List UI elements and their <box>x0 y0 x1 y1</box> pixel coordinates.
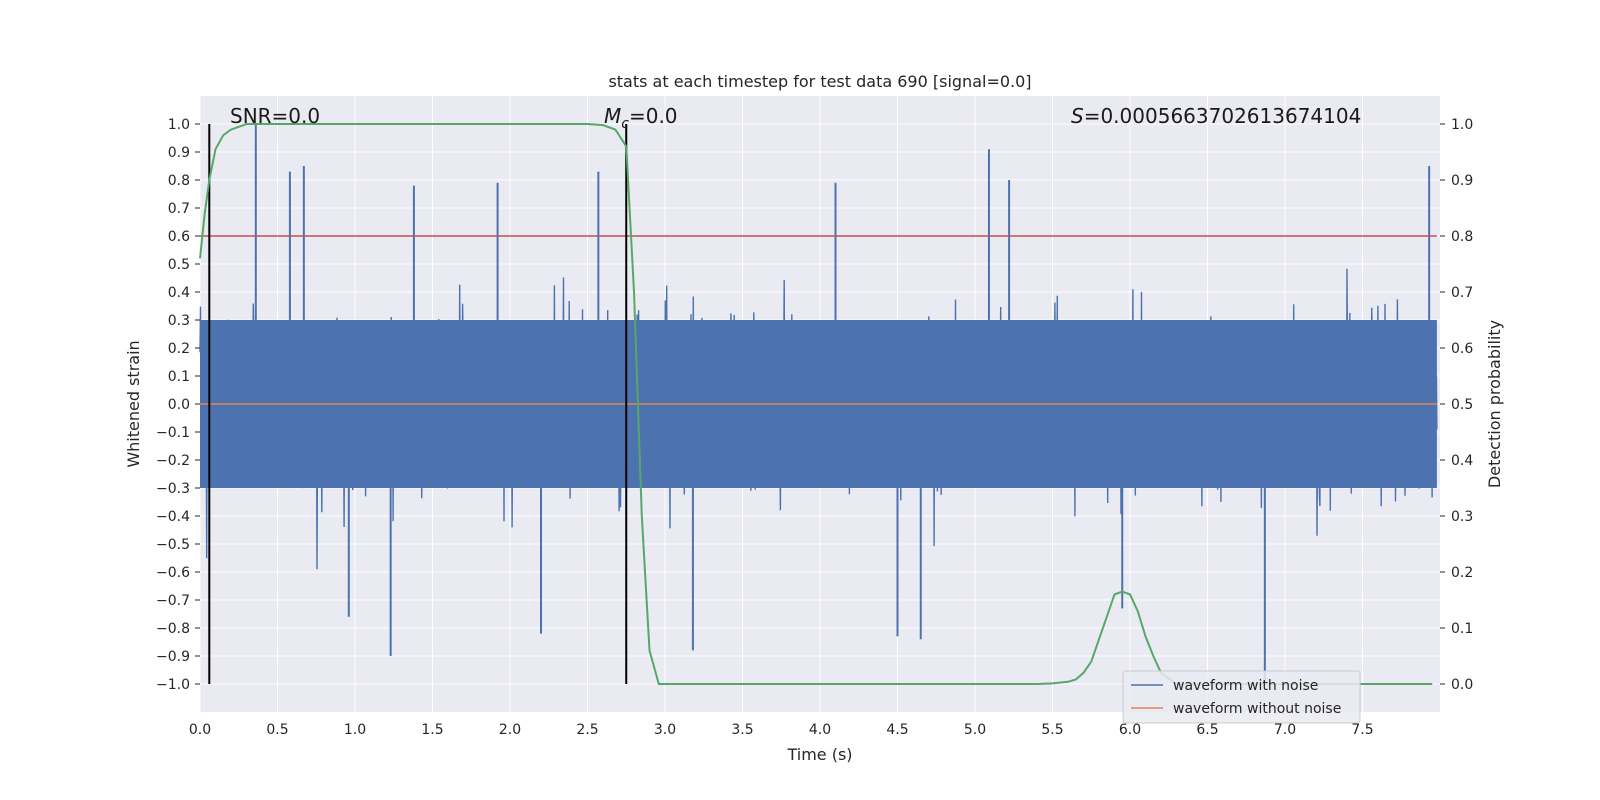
y-tick-label: −1.0 <box>156 677 190 693</box>
y-tick-label: 1.0 <box>168 117 190 133</box>
x-axis-label: Time (s) <box>786 745 852 764</box>
mc-value: =0.0 <box>629 104 678 128</box>
overlays <box>199 123 1437 685</box>
y-right-tick-label: 0.2 <box>1451 565 1473 581</box>
y-tick-label: −0.2 <box>156 453 190 469</box>
x-tick-label: 2.0 <box>499 722 521 738</box>
y-tick-label: 0.3 <box>168 313 190 329</box>
y-tick-label: −0.9 <box>156 649 190 665</box>
x-tick-label: 3.5 <box>731 722 753 738</box>
y-right-tick-label: 0.9 <box>1451 173 1473 189</box>
x-tick-label: 3.0 <box>654 722 676 738</box>
y-tick-label: −0.7 <box>156 593 190 609</box>
snr-annotation: SNR=0.0 <box>230 104 320 128</box>
x-tick-label: 6.0 <box>1119 722 1141 738</box>
y-tick-label: −0.3 <box>156 481 190 497</box>
y-right-tick-label: 0.8 <box>1451 229 1473 245</box>
s-symbol: S <box>1071 104 1084 128</box>
x-tick-label: 7.5 <box>1351 722 1373 738</box>
legend-label-noise: waveform with noise <box>1173 678 1318 694</box>
mc-subscript: c <box>621 116 629 132</box>
x-tick-label: 6.5 <box>1196 722 1218 738</box>
x-tick-label: 7.0 <box>1274 722 1296 738</box>
y-axis-right-label: Detection probability <box>1485 320 1504 488</box>
s-value: =0.0005663702613674104 <box>1084 104 1362 128</box>
x-tick-label: 5.0 <box>964 722 986 738</box>
x-tick-label: 0.5 <box>266 722 288 738</box>
y-tick-label: 0.9 <box>168 145 190 161</box>
y-tick-label: −0.4 <box>156 509 190 525</box>
x-tick-label: 4.0 <box>809 722 831 738</box>
y-right-tick-label: 0.0 <box>1451 677 1473 693</box>
y-tick-label: −0.5 <box>156 537 190 553</box>
y-tick-label: 0.8 <box>168 173 190 189</box>
y-tick-label: 0.2 <box>168 341 190 357</box>
x-tick-label: 1.5 <box>421 722 443 738</box>
legend-box <box>1122 670 1361 724</box>
x-tick-label: 4.5 <box>886 722 908 738</box>
mc-symbol: M <box>604 104 621 128</box>
x-tick-label: 2.5 <box>576 722 598 738</box>
x-tick-label: 1.0 <box>344 722 366 738</box>
y-tick-label: 0.7 <box>168 201 190 217</box>
y-tick-label: −0.1 <box>156 425 190 441</box>
y-tick-label: 0.5 <box>168 257 190 273</box>
x-tick-label: 0.0 <box>189 722 211 738</box>
y-tick-label: 0.1 <box>168 369 190 385</box>
y-axis-label: Whitened strain <box>124 340 143 467</box>
y-tick-label: −0.6 <box>156 565 190 581</box>
y-right-tick-label: 0.3 <box>1451 509 1473 525</box>
y-right-tick-label: 0.7 <box>1451 285 1473 301</box>
y-tick-label: −0.8 <box>156 621 190 637</box>
y-right-tick-label: 0.4 <box>1451 453 1473 469</box>
chart-title: stats at each timestep for test data 690… <box>608 72 1031 91</box>
legend-label-clean: waveform without noise <box>1173 701 1341 717</box>
y-right-tick-label: 1.0 <box>1451 117 1473 133</box>
s-annotation: S=0.0005663702613674104 <box>1071 104 1361 128</box>
x-tick-label: 5.5 <box>1041 722 1063 738</box>
y-right-tick-label: 0.6 <box>1451 341 1473 357</box>
mc-annotation: Mc=0.0 <box>604 104 678 132</box>
y-right-tick-label: 0.1 <box>1451 621 1473 637</box>
y-tick-label: 0.6 <box>168 229 190 245</box>
detection-probability-line <box>199 123 1433 685</box>
y-right-tick-label: 0.5 <box>1451 397 1473 413</box>
legend: waveform with noise waveform without noi… <box>1122 670 1361 724</box>
y-tick-label: 0.4 <box>168 285 190 301</box>
ticks: 0.0 0.5 1.0 1.5 2.0 2.5 3.0 3.5 4.0 4.5 5.0 5.5 6.0 6… <box>156 117 1473 738</box>
y-tick-label: 0.0 <box>168 397 190 413</box>
